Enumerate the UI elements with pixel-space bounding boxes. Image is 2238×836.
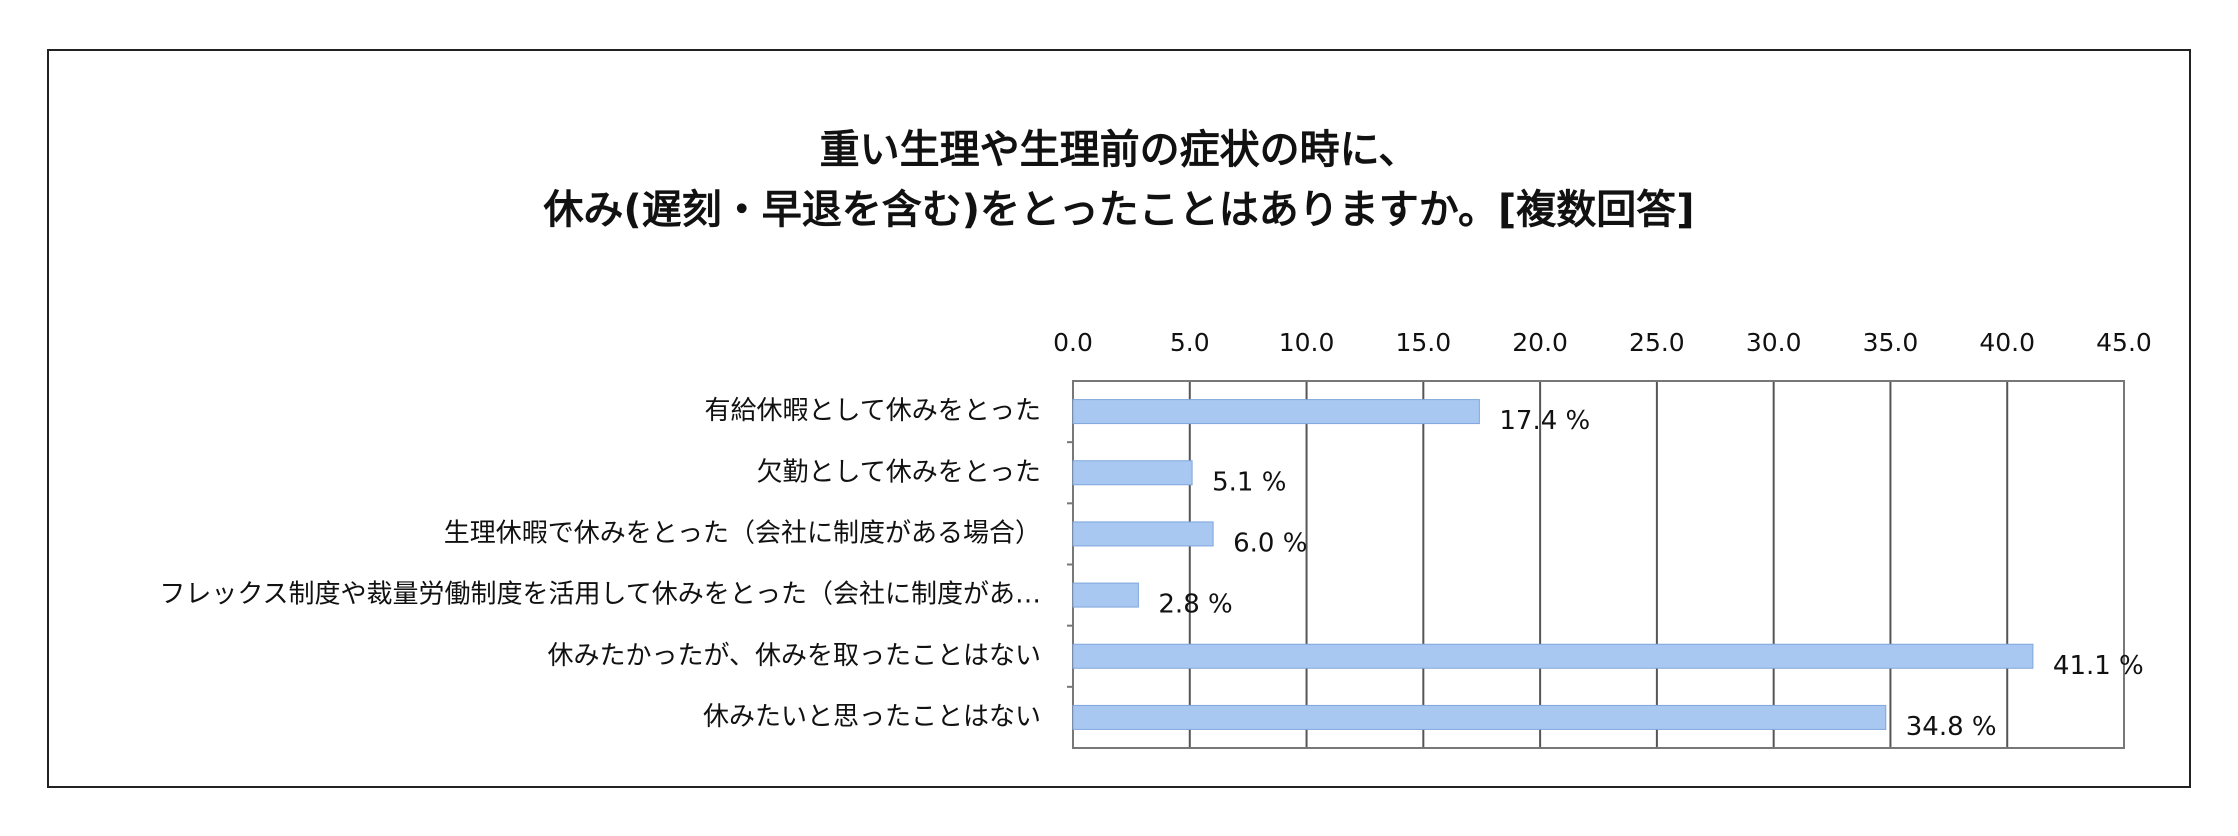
x-tick-label: 5.0 <box>1170 328 1210 357</box>
data-label: 41.1 % <box>2053 651 2144 681</box>
category-label: 生理休暇で休みをとった（会社に制度がある場合） <box>444 518 1041 548</box>
x-tick-label: 30.0 <box>1746 328 1802 357</box>
data-label: 34.8 % <box>1906 712 1997 742</box>
bar <box>1072 643 2034 669</box>
chart-title-line-1: 重い生理や生理前の症状の時に、 <box>819 127 1419 173</box>
x-tick-label: 25.0 <box>1629 328 1685 357</box>
category-label: 休みたいと思ったことはない <box>703 702 1041 732</box>
x-tick-label: 35.0 <box>1863 328 1919 357</box>
x-tick-label: 0.0 <box>1053 328 1093 357</box>
data-label: 17.4 % <box>1499 406 1590 436</box>
plot-area <box>1072 380 2125 749</box>
bar <box>1072 704 1887 730</box>
category-label: 有給休暇として休みをとった <box>705 396 1041 426</box>
bar <box>1072 582 1139 608</box>
category-label: 欠勤として休みをとった <box>757 457 1041 487</box>
x-tick-label: 40.0 <box>1979 328 2035 357</box>
category-label: フレックス制度や裁量労働制度を活用して休みをとった（会社に制度があ… <box>159 580 1041 610</box>
category-label: 休みたかったが、休みを取ったことはない <box>548 641 1041 671</box>
x-tick-label: 10.0 <box>1279 328 1335 357</box>
bar <box>1072 460 1193 486</box>
x-tick-label: 45.0 <box>2096 328 2152 357</box>
data-label: 2.8 % <box>1158 590 1232 620</box>
x-tick-label: 20.0 <box>1512 328 1568 357</box>
bar <box>1072 399 1480 425</box>
bar <box>1072 521 1214 547</box>
data-label: 5.1 % <box>1212 467 1286 497</box>
chart-title-line-2: 休み(遅刻・早退を含む)をとったことはありますか。[複数回答] <box>543 187 1695 233</box>
data-label: 6.0 % <box>1233 528 1307 558</box>
x-tick-label: 15.0 <box>1395 328 1451 357</box>
